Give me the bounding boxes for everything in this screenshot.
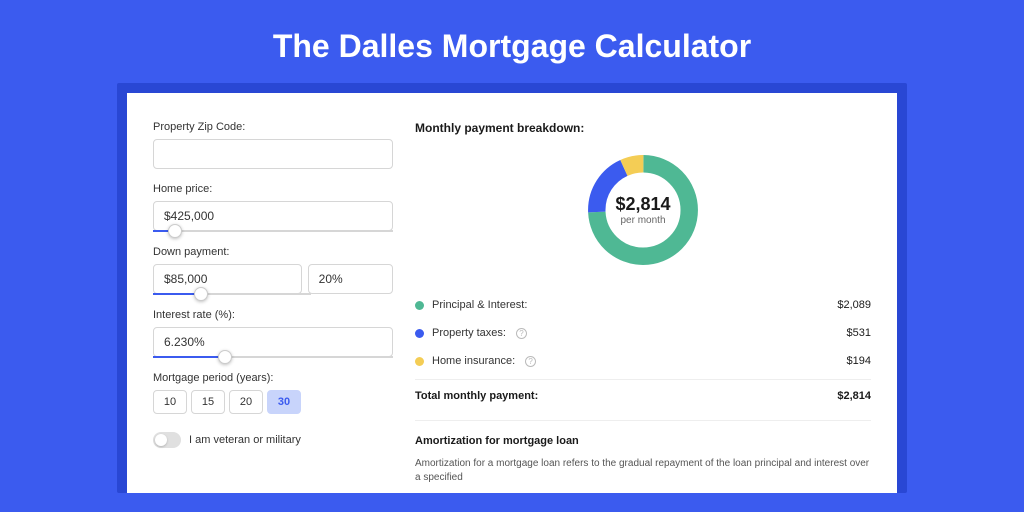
breakdown-title: Monthly payment breakdown: — [415, 121, 871, 135]
card-shadow: Property Zip Code: Home price: Down paym… — [117, 83, 907, 493]
veteran-row: I am veteran or military — [153, 432, 393, 448]
donut-wrap: $2,814 per month — [415, 149, 871, 271]
legend-row-insurance: Home insurance: ? $194 — [415, 347, 871, 375]
period-btn-15[interactable]: 15 — [191, 390, 225, 414]
interest-rate-slider[interactable] — [153, 356, 393, 358]
donut-center: $2,814 per month — [582, 149, 704, 271]
home-price-slider-thumb[interactable] — [168, 224, 182, 238]
down-payment-input[interactable] — [153, 264, 302, 294]
legend-value-principal: $2,089 — [837, 299, 871, 311]
down-payment-label: Down payment: — [153, 246, 393, 258]
veteran-toggle-knob — [155, 434, 167, 446]
form-column: Property Zip Code: Home price: Down paym… — [153, 121, 393, 493]
info-icon[interactable]: ? — [516, 328, 527, 339]
home-price-group: Home price: — [153, 183, 393, 232]
period-btn-20[interactable]: 20 — [229, 390, 263, 414]
legend-dot-principal — [415, 301, 424, 310]
interest-rate-slider-fill — [153, 356, 225, 358]
amortization-box: Amortization for mortgage loan Amortizat… — [415, 420, 871, 485]
legend-value-insurance: $194 — [847, 355, 871, 367]
zip-input[interactable] — [153, 139, 393, 169]
total-row: Total monthly payment: $2,814 — [415, 379, 871, 412]
down-payment-pct-input[interactable] — [308, 264, 393, 294]
breakdown-column: Monthly payment breakdown: $2,814 per mo… — [415, 121, 871, 493]
info-icon[interactable]: ? — [525, 356, 536, 367]
amortization-title: Amortization for mortgage loan — [415, 435, 871, 447]
period-btn-30[interactable]: 30 — [267, 390, 301, 414]
zip-label: Property Zip Code: — [153, 121, 393, 133]
mortgage-period-label: Mortgage period (years): — [153, 372, 393, 384]
total-value: $2,814 — [837, 390, 871, 402]
legend-row-principal: Principal & Interest: $2,089 — [415, 291, 871, 319]
veteran-toggle[interactable] — [153, 432, 181, 448]
donut-sub: per month — [620, 215, 665, 226]
mortgage-period-buttons: 10 15 20 30 — [153, 390, 393, 414]
interest-rate-slider-thumb[interactable] — [218, 350, 232, 364]
legend-label-principal: Principal & Interest: — [432, 299, 527, 311]
zip-group: Property Zip Code: — [153, 121, 393, 169]
mortgage-period-group: Mortgage period (years): 10 15 20 30 — [153, 372, 393, 414]
legend-dot-taxes — [415, 329, 424, 338]
donut-chart: $2,814 per month — [582, 149, 704, 271]
donut-amount: $2,814 — [615, 194, 670, 215]
home-price-label: Home price: — [153, 183, 393, 195]
total-label: Total monthly payment: — [415, 390, 538, 402]
veteran-label: I am veteran or military — [189, 434, 301, 446]
period-btn-10[interactable]: 10 — [153, 390, 187, 414]
home-price-input[interactable] — [153, 201, 393, 231]
down-payment-group: Down payment: — [153, 246, 393, 295]
home-price-slider[interactable] — [153, 230, 393, 232]
interest-rate-group: Interest rate (%): — [153, 309, 393, 358]
calculator-card: Property Zip Code: Home price: Down paym… — [127, 93, 897, 493]
interest-rate-label: Interest rate (%): — [153, 309, 393, 321]
down-payment-slider[interactable] — [153, 293, 311, 295]
legend-row-taxes: Property taxes: ? $531 — [415, 319, 871, 347]
legend-dot-insurance — [415, 357, 424, 366]
legend-label-taxes: Property taxes: — [432, 327, 506, 339]
amortization-text: Amortization for a mortgage loan refers … — [415, 457, 871, 485]
legend-label-insurance: Home insurance: — [432, 355, 515, 367]
legend-value-taxes: $531 — [847, 327, 871, 339]
down-payment-slider-thumb[interactable] — [194, 287, 208, 301]
interest-rate-input[interactable] — [153, 327, 393, 357]
page-title: The Dalles Mortgage Calculator — [0, 0, 1024, 83]
